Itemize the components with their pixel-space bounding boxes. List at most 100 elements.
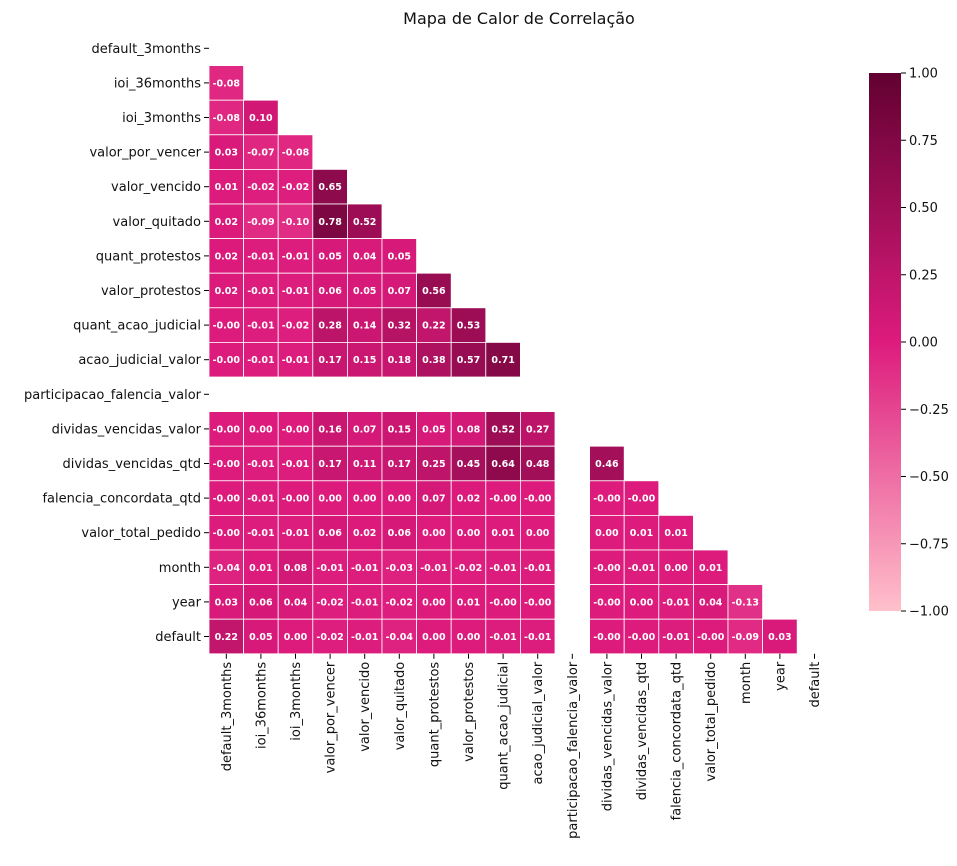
heatmap-cell-15-5 [381, 549, 417, 585]
cell-value-label: -0.00 [213, 459, 241, 470]
cell-value-label: -0.00 [213, 424, 241, 435]
cell-value-label: 0.04 [353, 251, 377, 262]
heatmap-cell-13-1 [243, 480, 279, 516]
heatmap-cell-14-0 [208, 515, 244, 551]
cell-value-label: 0.02 [215, 286, 238, 297]
cell-value-label: -0.04 [213, 563, 241, 574]
heatmap-cell-1-0 [208, 65, 244, 101]
heatmap-cell-17-5 [381, 618, 417, 655]
heatmap-cell-17-12 [623, 618, 660, 655]
heatmap-cell-17-1 [243, 618, 279, 655]
cell-value-label: -0.02 [386, 597, 413, 608]
heatmap-cell-9-6 [416, 341, 452, 378]
cell-value-label: 0.01 [491, 528, 514, 539]
cell-value-label: -0.01 [247, 459, 274, 470]
x-tick-label: valor_total_pedido [704, 662, 719, 782]
cell-value-label: -0.01 [489, 632, 516, 643]
cell-value-label: 0.00 [422, 528, 446, 539]
heatmap-cell-14-11 [589, 515, 625, 551]
heatmap-cell-14-8 [485, 515, 521, 551]
heatmap-cell-15-14 [693, 549, 729, 585]
cell-value-label: -0.03 [386, 563, 413, 574]
cell-value-label: -0.01 [282, 528, 309, 539]
cell-value-label: -0.01 [351, 563, 378, 574]
x-tick-label: month [739, 662, 754, 704]
cell-value-label: -0.01 [628, 563, 655, 574]
heatmap-cell-11-1 [243, 411, 279, 447]
cell-value-label: -0.01 [662, 597, 689, 608]
cell-value-label: -0.00 [628, 632, 656, 643]
heatmap-cell-5-1 [243, 203, 279, 239]
cell-value-label: 0.04 [699, 597, 723, 608]
cell-value-label: 0.00 [630, 597, 654, 608]
cell-value-label: 0.01 [249, 563, 272, 574]
heatmap-cell-7-6 [416, 272, 452, 309]
colorbar-tick-label: 0.00 [909, 336, 938, 351]
cell-value-label: -0.01 [282, 459, 309, 470]
x-tick-label: ioi_3months [289, 662, 304, 741]
cell-value-label: -0.02 [282, 321, 309, 332]
cell-value-label: 0.02 [457, 494, 480, 505]
heatmap-cell-13-11 [589, 480, 625, 516]
cell-value-label: 0.25 [422, 459, 445, 470]
cell-value-label: 0.56 [422, 286, 446, 297]
cell-value-label: 0.28 [318, 321, 342, 332]
cell-value-label: -0.00 [489, 597, 517, 608]
cell-value-label: 0.00 [664, 563, 688, 574]
cell-value-label: 0.32 [388, 321, 411, 332]
heatmap-cell-14-13 [658, 515, 694, 551]
cell-value-label: -0.13 [732, 597, 759, 608]
cell-value-label: 0.01 [215, 182, 238, 193]
heatmap-cell-13-8 [485, 480, 521, 516]
cell-value-label: 0.57 [457, 355, 480, 366]
cell-value-label: -0.07 [247, 148, 274, 159]
heatmap-cell-9-1 [243, 341, 279, 378]
cell-value-label: -0.01 [489, 563, 516, 574]
y-tick-label: quant_acao_judicial [73, 319, 201, 334]
cell-value-label: 0.00 [457, 632, 481, 643]
cell-value-label: -0.00 [524, 597, 552, 608]
cell-value-label: 0.00 [249, 424, 273, 435]
heatmap-cell-17-8 [485, 618, 521, 655]
cell-value-label: -0.01 [247, 321, 274, 332]
heatmap-cell-16-15 [727, 584, 763, 620]
heatmap-cell-13-6 [416, 480, 452, 516]
cell-value-label: -0.00 [213, 321, 241, 332]
heatmap-cell-14-9 [520, 515, 556, 551]
cell-value-label: 0.08 [284, 563, 308, 574]
x-tick-label: dividas_vencidas_qtd [635, 662, 650, 800]
heatmap-cell-16-6 [416, 584, 452, 620]
heatmap-cell-14-4 [346, 515, 383, 551]
cell-value-label: 0.05 [353, 286, 376, 297]
cell-value-label: 0.45 [457, 459, 480, 470]
heatmap-cell-15-3 [312, 549, 348, 585]
heatmap-cell-6-2 [277, 238, 314, 274]
cell-value-label: 0.05 [388, 251, 411, 262]
cell-value-label: 0.03 [768, 632, 791, 643]
heatmap-cell-9-0 [208, 341, 244, 378]
cell-value-label: 0.16 [318, 424, 342, 435]
cell-value-label: 0.07 [388, 286, 411, 297]
cell-value-label: 0.17 [388, 459, 411, 470]
heatmap-cell-12-8 [485, 445, 521, 482]
cell-value-label: 0.17 [318, 355, 341, 366]
cell-value-label: -0.09 [247, 217, 274, 228]
heatmap-cell-14-3 [312, 515, 348, 551]
heatmap-cell-6-5 [381, 238, 417, 274]
heatmap-cell-11-7 [450, 411, 487, 447]
x-tick-label: valor_protestos [462, 662, 477, 762]
heatmap-cell-7-1 [243, 272, 279, 309]
heatmap-cell-11-3 [312, 411, 348, 447]
cell-value-label: 0.15 [388, 424, 411, 435]
heatmap-cell-17-0 [208, 618, 244, 655]
y-tick-label: participacao_falencia_valor [24, 388, 202, 403]
cell-value-label: -0.01 [247, 355, 274, 366]
heatmap-cell-6-1 [243, 238, 279, 274]
cell-value-label: -0.00 [628, 494, 656, 505]
cell-value-label: 0.06 [388, 528, 412, 539]
colorbar-tick-label: 1.00 [909, 67, 938, 82]
heatmap-cell-8-0 [208, 307, 244, 343]
cell-value-label: -0.08 [282, 148, 310, 159]
